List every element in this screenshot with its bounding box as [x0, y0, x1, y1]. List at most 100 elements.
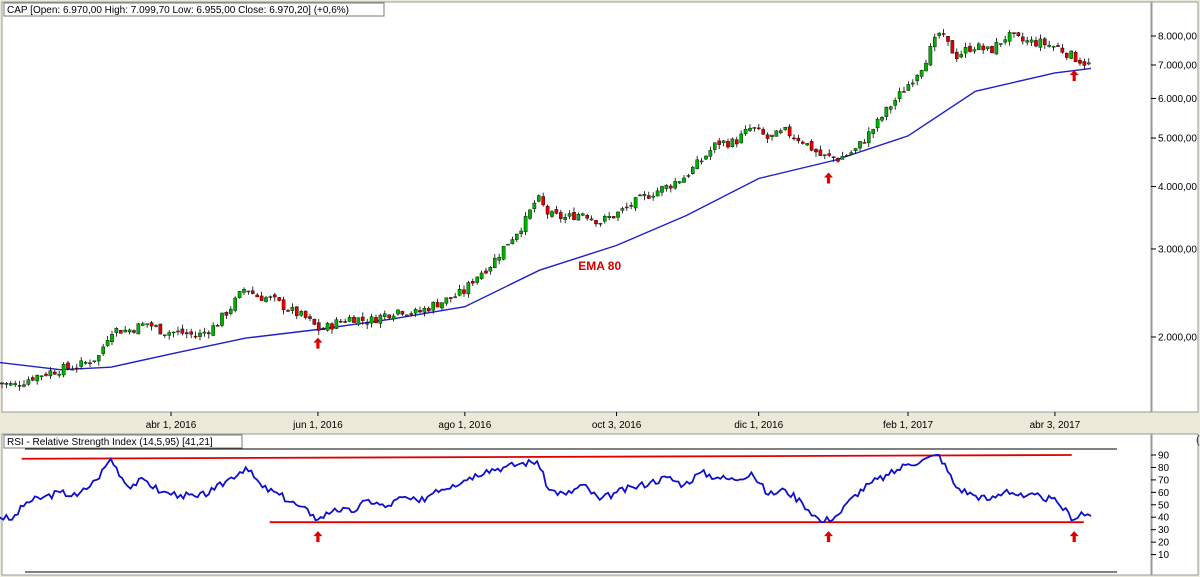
price-signal-arrows: [313, 70, 1079, 349]
price-candle: [35, 374, 39, 385]
price-candle: [1025, 36, 1029, 46]
price-candle: [105, 336, 110, 347]
price-candle: [1012, 32, 1016, 38]
price-candle: [576, 212, 581, 221]
price-candle: [849, 150, 853, 156]
price-candle: [765, 132, 770, 144]
rsi-y-tick-label: 90: [1158, 451, 1170, 462]
price-candle: [220, 312, 224, 328]
price-candle: [1007, 30, 1012, 46]
price-x-axis: abr 1, 2016 jun 1, 2016 ago 1, 2016 oct 3, …: [146, 412, 1081, 431]
price-candle: [708, 146, 713, 161]
price-candle: [264, 295, 268, 303]
price-candle: [602, 214, 607, 224]
price-candle: [796, 134, 801, 144]
price-candle: [127, 328, 132, 335]
price-candle: [479, 270, 484, 280]
price-candle: [880, 116, 884, 123]
price-candle: [123, 326, 127, 333]
rsi-signal-arrow-icon: [1069, 531, 1079, 543]
price-candle: [290, 303, 295, 314]
price-candle: [202, 327, 207, 337]
price-candle: [409, 311, 413, 317]
price-candle: [875, 117, 880, 132]
price-candle: [400, 310, 405, 316]
price-candle: [356, 317, 361, 326]
price-candle: [224, 311, 229, 319]
price-candle: [475, 276, 479, 285]
price-y-tick-label: 8.000,00: [1158, 32, 1197, 43]
price-candle: [862, 139, 867, 144]
scroll-grip-icon[interactable]: (: [1196, 434, 1200, 446]
price-candle: [61, 362, 66, 378]
price-candle: [22, 380, 26, 388]
price-candle: [242, 287, 246, 295]
price-y-tick-label: 2.000,00: [1158, 333, 1197, 344]
price-candle: [541, 192, 545, 207]
price-candle: [748, 124, 752, 132]
price-candle: [915, 74, 919, 86]
price-candle: [985, 46, 990, 51]
price-candle: [488, 266, 493, 275]
price-candle: [739, 130, 743, 144]
price-candle: [827, 149, 831, 158]
price-candle: [611, 216, 616, 219]
price-candle: [638, 193, 642, 197]
rsi-signal-arrow-icon: [824, 531, 834, 543]
price-candle: [642, 191, 647, 201]
rsi-line: [0, 453, 1092, 524]
price-candle: [572, 207, 576, 221]
price-candle: [528, 209, 532, 220]
price-candle: [176, 326, 180, 336]
price-candle: [92, 360, 97, 364]
price-candle: [532, 200, 537, 213]
price-candle: [699, 158, 704, 165]
price-candle: [286, 308, 290, 312]
price-legend-box: [3, 2, 385, 17]
price-candle: [255, 293, 259, 298]
price-candle: [418, 306, 422, 314]
price-candle: [17, 380, 22, 391]
price-candle: [761, 127, 765, 136]
price-candle: [8, 380, 13, 387]
price-candle: [545, 204, 550, 219]
price-candle: [937, 31, 941, 39]
price-candle: [70, 365, 75, 371]
price-candle: [110, 330, 114, 346]
price-candle: [620, 206, 625, 214]
price-candle: [426, 306, 431, 313]
price-candle: [990, 45, 994, 54]
rsi-legend: RSI - Relative Strength Index (14,5,95) …: [7, 437, 213, 448]
price-candle: [497, 253, 501, 265]
price-candle: [422, 306, 427, 317]
rsi-channel-lines: [21, 454, 1084, 524]
price-candle: [149, 321, 154, 331]
price-x-tick-label: oct 3, 2016: [592, 420, 642, 431]
price-candle: [853, 148, 858, 154]
price-candle: [910, 79, 915, 88]
price-candle: [382, 310, 387, 321]
price-candle: [959, 50, 963, 59]
price-candle: [668, 183, 673, 193]
price-candle: [954, 48, 959, 63]
price-x-tick-label: abr 3, 2017: [1030, 420, 1081, 431]
price-candle: [822, 154, 827, 160]
price-candle: [1003, 35, 1007, 45]
price-candle: [1034, 36, 1038, 48]
price-plot-area[interactable]: [1, 1, 1152, 413]
price-candle: [673, 177, 677, 190]
price-panel: CAP [Open: 6.970,00 High: 7.099,70 Low: …: [0, 1, 1199, 431]
ema80-label: EMA 80: [578, 259, 621, 273]
rsi-signal-arrow-icon: [313, 531, 323, 543]
price-candle: [717, 137, 721, 150]
buy-signal-arrow-icon: [824, 172, 834, 184]
price-candle: [550, 210, 554, 218]
ema80-line: [0, 67, 1092, 371]
rsi-legend-box: [3, 434, 243, 449]
price-candle: [228, 306, 233, 316]
price-candle: [1069, 50, 1073, 60]
price-candle: [171, 331, 176, 338]
price-x-tick-label: jun 1, 2016: [292, 420, 343, 431]
price-candle: [1060, 43, 1065, 54]
price-candle: [338, 318, 343, 324]
